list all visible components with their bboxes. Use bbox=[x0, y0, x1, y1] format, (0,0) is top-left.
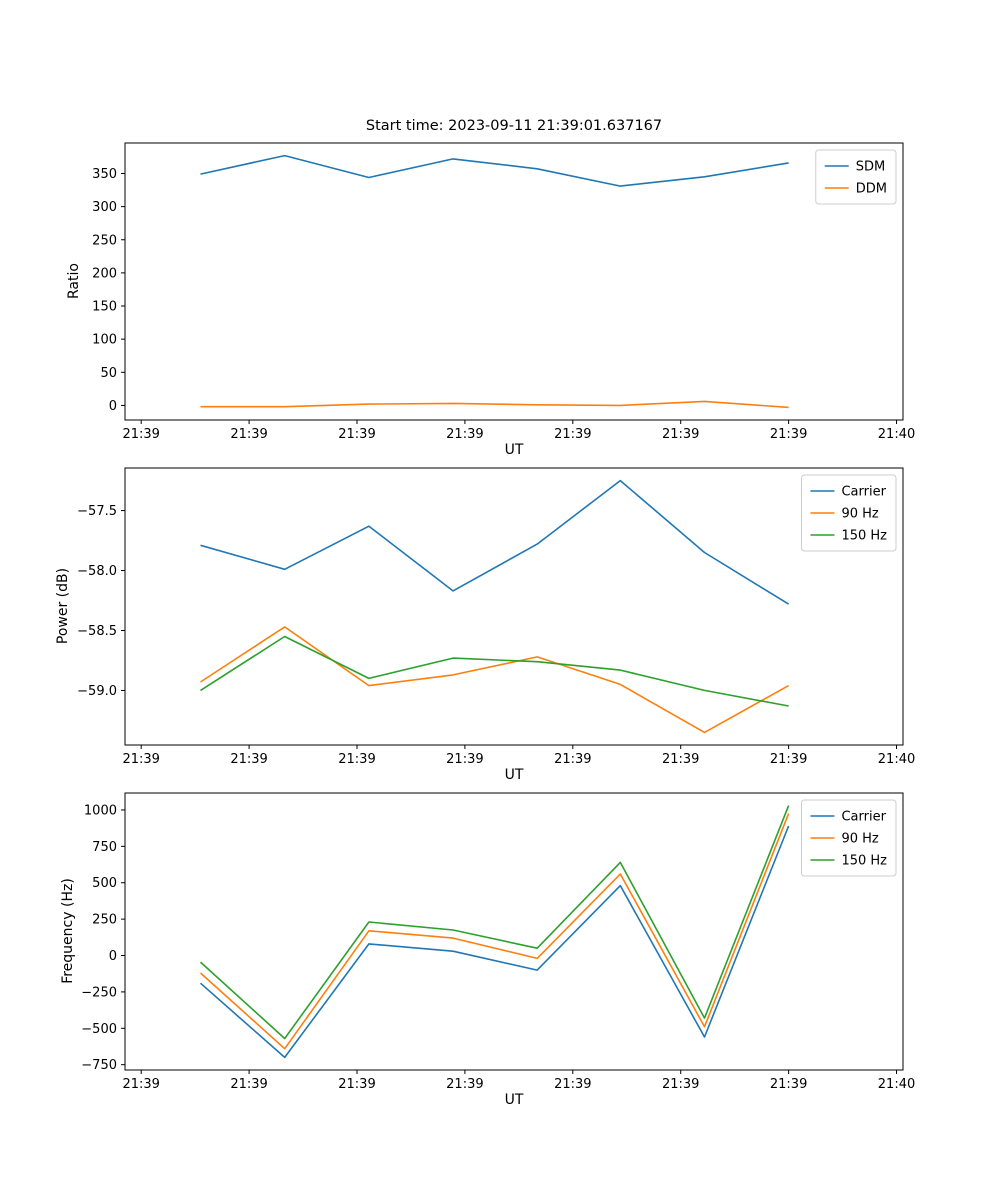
x-tick-label: 21:39 bbox=[770, 1077, 807, 1092]
y-tick-label: 300 bbox=[92, 200, 117, 215]
x-tick-label: 21:39 bbox=[662, 752, 699, 767]
x-tick-label: 21:39 bbox=[122, 427, 159, 442]
axes-spines bbox=[124, 792, 904, 1071]
x-tick-label: 21:39 bbox=[662, 1077, 699, 1092]
x-tick-label: 21:39 bbox=[338, 752, 375, 767]
x-tick-label: 21:39 bbox=[662, 427, 699, 442]
legend-label: SDM bbox=[856, 160, 885, 175]
y-tick-label: −750 bbox=[81, 1058, 117, 1073]
series-line-90-hz bbox=[199, 813, 790, 1050]
x-tick-label: 21:39 bbox=[554, 427, 591, 442]
x-tick-label: 21:39 bbox=[770, 752, 807, 767]
x-tick-label: 21:39 bbox=[230, 1077, 267, 1092]
legend-label: 90 Hz bbox=[841, 832, 878, 847]
legend-label: DDM bbox=[856, 182, 887, 197]
legend-label: 90 Hz bbox=[841, 507, 878, 522]
x-tick-label: 21:39 bbox=[446, 752, 483, 767]
y-tick-label: 150 bbox=[92, 300, 117, 315]
x-tick-label: 21:40 bbox=[878, 752, 915, 767]
y-tick-label: −59.0 bbox=[77, 684, 117, 699]
series-line-150-hz bbox=[200, 635, 789, 707]
series-line-sdm bbox=[200, 154, 789, 187]
x-tick-label: 21:39 bbox=[338, 1077, 375, 1092]
y-tick-label: 200 bbox=[92, 266, 117, 281]
x-tick-label: 21:39 bbox=[446, 1077, 483, 1092]
chart1-ylabel: Ratio bbox=[66, 263, 82, 299]
y-tick-label: 250 bbox=[92, 913, 117, 928]
chart-3: 21:39 21:39 21:39 21:39 21:39 21:39 21:39 21:40… bbox=[81, 792, 915, 1092]
series-line-150-hz bbox=[199, 805, 790, 1040]
x-tick-label: 21:39 bbox=[554, 1077, 591, 1092]
x-tick-label: 21:40 bbox=[878, 427, 915, 442]
chart1-title: Start time: 2023-09-11 21:39:01.637167 bbox=[366, 118, 662, 134]
series-line-ddm bbox=[200, 400, 789, 409]
y-tick-label: −500 bbox=[81, 1022, 117, 1037]
y-tick-label: 750 bbox=[92, 840, 117, 855]
y-tick-label: −57.5 bbox=[77, 504, 117, 519]
legend-box bbox=[800, 474, 897, 552]
x-tick-label: 21:39 bbox=[338, 427, 375, 442]
chart2-xlabel: UT bbox=[505, 767, 524, 783]
y-tick-label: 250 bbox=[92, 233, 117, 248]
series-line-90-hz bbox=[200, 626, 789, 734]
x-tick-label: 21:39 bbox=[446, 427, 483, 442]
legend-label: 150 Hz bbox=[841, 529, 887, 544]
x-tick-label: 21:39 bbox=[122, 1077, 159, 1092]
y-tick-label: 0 bbox=[109, 949, 117, 964]
y-tick-label: −58.0 bbox=[77, 564, 117, 579]
x-tick-label: 21:39 bbox=[230, 752, 267, 767]
chart-1: 21:39 21:39 21:39 21:39 21:39 21:39 21:39 21:40… bbox=[92, 142, 915, 442]
y-tick-label: 500 bbox=[92, 876, 117, 891]
y-tick-label: 50 bbox=[100, 366, 117, 381]
y-tick-label: 0 bbox=[109, 399, 117, 414]
y-tick-label: 1000 bbox=[84, 803, 117, 818]
y-tick-label: −58.5 bbox=[77, 624, 117, 639]
chart2-ylabel: Power (dB) bbox=[55, 568, 71, 644]
legend-box bbox=[815, 149, 897, 205]
legend-label: 150 Hz bbox=[841, 854, 887, 869]
x-tick-label: 21:39 bbox=[230, 427, 267, 442]
chart3-xlabel: UT bbox=[505, 1092, 524, 1108]
x-tick-label: 21:40 bbox=[878, 1077, 915, 1092]
chart3-ylabel: Frequency (Hz) bbox=[60, 878, 76, 984]
y-tick-label: 100 bbox=[92, 333, 117, 348]
chart-2: 21:39 21:39 21:39 21:39 21:39 21:39 21:39 21:40… bbox=[77, 467, 915, 767]
series-line-carrier bbox=[199, 825, 790, 1059]
chart1-xlabel: UT bbox=[505, 442, 524, 458]
legend-label: Carrier bbox=[841, 810, 886, 825]
axes-spines bbox=[124, 142, 904, 421]
y-tick-label: −250 bbox=[81, 985, 117, 1000]
y-tick-label: 350 bbox=[92, 167, 117, 182]
x-tick-label: 21:39 bbox=[770, 427, 807, 442]
x-tick-label: 21:39 bbox=[122, 752, 159, 767]
axes-spines bbox=[124, 467, 904, 746]
x-tick-label: 21:39 bbox=[554, 752, 591, 767]
legend-label: Carrier bbox=[841, 485, 886, 500]
series-line-carrier bbox=[200, 479, 790, 605]
legend-box bbox=[800, 799, 897, 877]
